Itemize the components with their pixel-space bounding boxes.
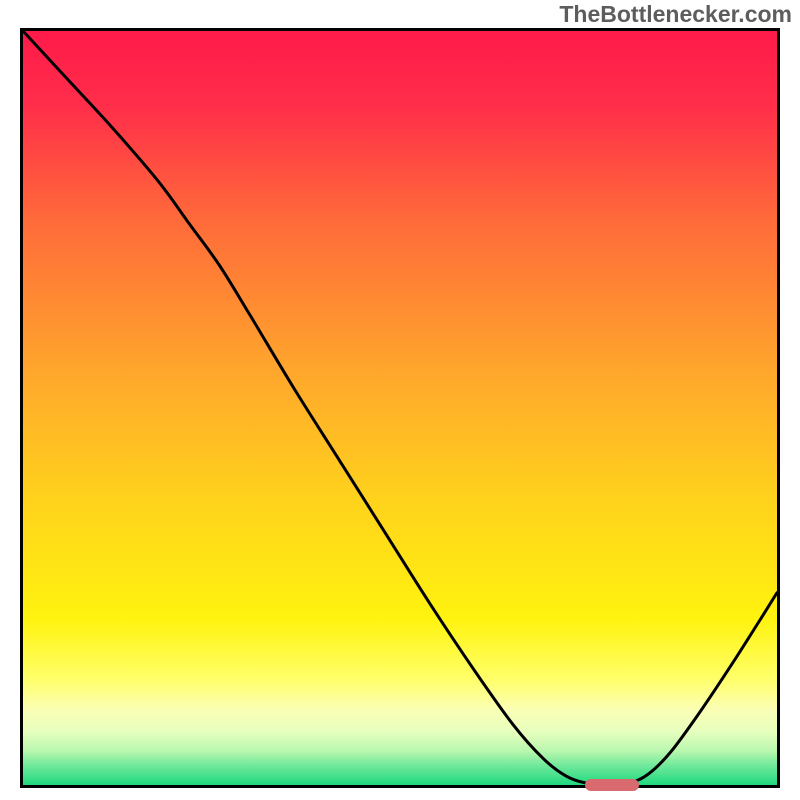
bottleneck-curve <box>23 31 777 785</box>
plot-area <box>20 28 780 788</box>
optimal-range-marker <box>585 779 638 790</box>
watermark-label: TheBottlenecker.com <box>559 1 792 28</box>
